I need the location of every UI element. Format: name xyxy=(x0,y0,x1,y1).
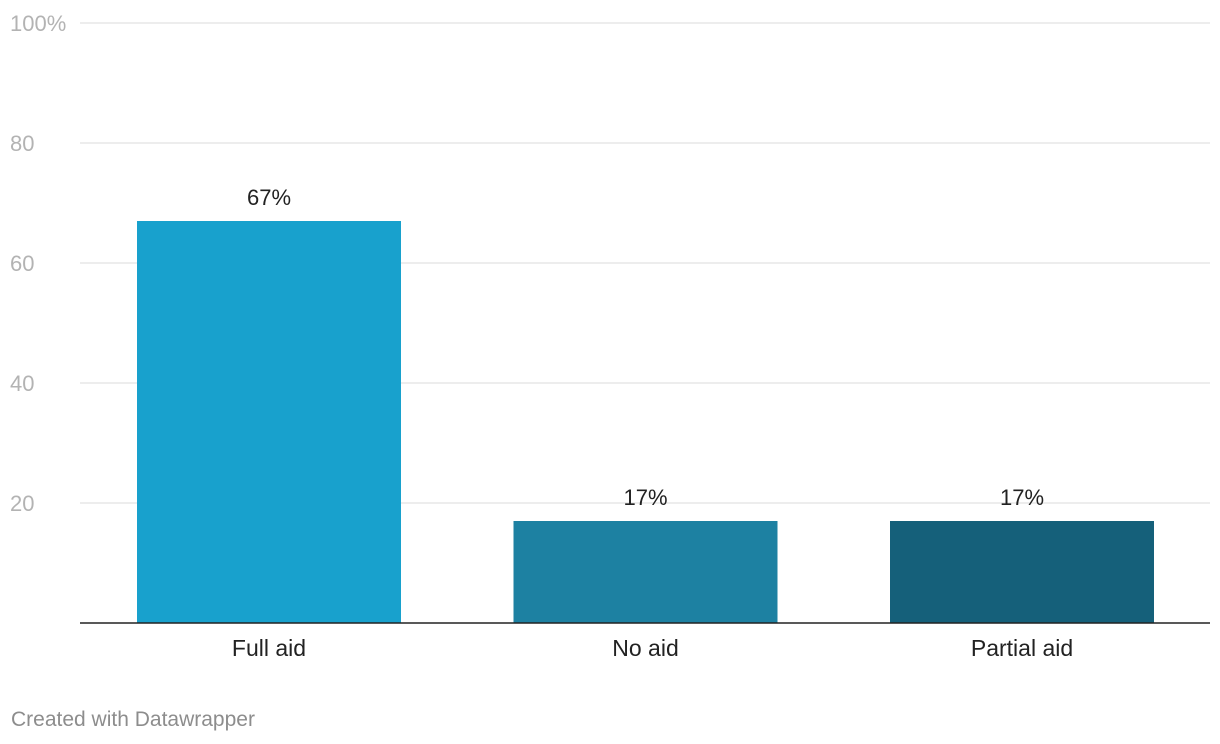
y-tick-label: 60 xyxy=(10,251,34,276)
y-tick-label: 20 xyxy=(10,491,34,516)
labels: 20 40 60 80 100% 67% Full aid 17% No aid 17% Parti… xyxy=(10,11,1073,661)
bar-value-label: 17% xyxy=(623,485,667,510)
x-tick-label: No aid xyxy=(612,635,678,661)
y-tick-label: 40 xyxy=(10,371,34,396)
bars xyxy=(137,221,1154,623)
y-tick-label: 80 xyxy=(10,131,34,156)
bar xyxy=(513,521,778,623)
x-tick-label: Full aid xyxy=(232,635,306,661)
bar-value-label: 17% xyxy=(1000,485,1044,510)
x-tick-label: Partial aid xyxy=(971,635,1073,661)
bar xyxy=(137,221,401,623)
bar xyxy=(890,521,1154,623)
bar-value-label: 67% xyxy=(247,185,291,210)
y-tick-label: 100% xyxy=(10,11,66,36)
credit-text: Created with Datawrapper xyxy=(11,708,255,731)
